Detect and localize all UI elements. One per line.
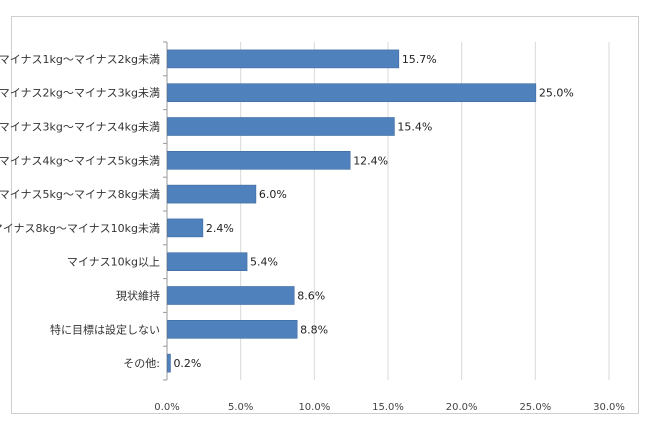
category-label: マイナス5kg〜マイナス8kg未満 — [0, 188, 160, 201]
category-label: マイナス3kg〜マイナス4kg未満 — [0, 121, 160, 134]
category-label: 現状維持 — [116, 289, 160, 303]
bar — [167, 49, 400, 69]
x-tick-label: 0.0% — [154, 402, 179, 413]
category-label: マイナス1kg〜マイナス2kg未満 — [0, 53, 160, 66]
bar — [167, 83, 537, 102]
data-label: 0.2% — [173, 357, 201, 370]
bar — [167, 151, 351, 170]
data-label: 12.4% — [353, 154, 388, 167]
x-tick-label: 30.0% — [593, 402, 625, 413]
bar — [167, 117, 395, 136]
bar — [167, 353, 171, 373]
data-label: 6.0% — [259, 188, 287, 201]
category-label: その他: — [123, 357, 160, 370]
category-label: 特に目標は設定しない — [50, 322, 160, 336]
category-label: マイナス8kg〜マイナス10kg未満 — [0, 222, 160, 235]
bar — [167, 184, 257, 204]
data-label: 15.4% — [397, 121, 432, 134]
data-label: 15.7% — [402, 53, 437, 66]
x-tick-label: 10.0% — [298, 402, 330, 413]
bar — [167, 218, 204, 238]
data-label: 2.4% — [206, 222, 234, 235]
bar — [167, 319, 298, 339]
bar — [167, 286, 295, 305]
data-label: 8.6% — [297, 290, 325, 303]
category-label: マイナス2kg〜マイナス3kg未満 — [0, 87, 160, 100]
x-tick-label: 15.0% — [372, 402, 404, 413]
x-tick-label: 20.0% — [446, 402, 478, 413]
x-tick-label: 25.0% — [519, 402, 551, 413]
x-tick-label: 5.0% — [228, 402, 253, 413]
data-label: 25.0% — [539, 87, 574, 100]
category-label: マイナス4kg〜マイナス5kg未満 — [0, 154, 160, 167]
category-label: マイナス10kg以上 — [67, 256, 160, 269]
data-label: 8.8% — [300, 323, 328, 336]
data-label: 5.4% — [250, 256, 278, 269]
bar — [167, 252, 248, 271]
chart-frame — [11, 16, 639, 414]
